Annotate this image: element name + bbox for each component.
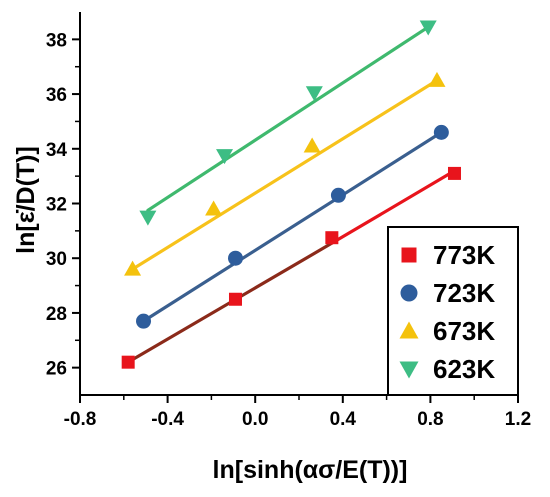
data-markers [121, 20, 461, 369]
data-point-673K [428, 71, 446, 87]
y-axis-title: ln[ε̇/D(T)] [12, 146, 40, 254]
legend-marker-723K [400, 284, 418, 302]
legend-label-773K: 773K [433, 240, 495, 270]
fit-lines [126, 25, 452, 364]
x-tick-label: 0.0 [242, 409, 268, 430]
data-point-623K [139, 210, 157, 226]
data-point-723K [227, 250, 243, 266]
data-point-623K [305, 86, 323, 102]
data-point-723K [136, 313, 152, 329]
data-point-773K [325, 231, 339, 245]
x-axis-title: ln[sinh(ασ/E(T))] [213, 456, 408, 484]
data-point-623K [216, 149, 234, 165]
legend-marker-673K [399, 321, 419, 339]
legend-label-623K: 623K [433, 354, 495, 384]
data-point-723K [330, 187, 346, 203]
y-tick-label: 28 [46, 304, 67, 325]
data-point-673K [124, 260, 142, 276]
data-point-673K [303, 137, 321, 153]
data-point-773K [447, 166, 461, 180]
fit-line-723K [141, 130, 443, 323]
data-point-773K [121, 355, 135, 369]
legend: 773K 723K 673K 623K [387, 226, 519, 396]
y-tick-label: 26 [46, 359, 67, 380]
legend-label-723K: 723K [433, 278, 495, 308]
y-tick-label: 32 [46, 195, 67, 216]
y-tick-label: 36 [46, 85, 67, 106]
y-tick-label: 30 [46, 249, 67, 270]
fit-line-623K [146, 25, 430, 212]
data-point-723K [433, 124, 449, 140]
x-tick-label: 1.2 [505, 409, 531, 430]
legend-marker-623K [399, 361, 419, 379]
data-point-623K [419, 20, 437, 36]
x-tick-label: -0.4 [151, 409, 184, 430]
x-ticks: -0.8 -0.4 0.0 0.4 0.8 1.2 [64, 395, 531, 430]
y-ticks: 26 28 30 32 34 36 38 [46, 30, 80, 380]
data-point-773K [228, 292, 242, 306]
fit-line-773K [330, 171, 452, 245]
x-tick-label: 0.4 [330, 409, 357, 430]
y-tick-label: 38 [46, 30, 67, 51]
legend-marker-773K [401, 247, 417, 263]
legend-label-673K: 673K [433, 316, 495, 346]
y-tick-label: 34 [46, 140, 68, 161]
data-point-673K [205, 200, 223, 216]
fit-line-673K [130, 78, 439, 271]
x-tick-label: -0.8 [64, 409, 97, 430]
x-tick-label: 0.8 [417, 409, 443, 430]
